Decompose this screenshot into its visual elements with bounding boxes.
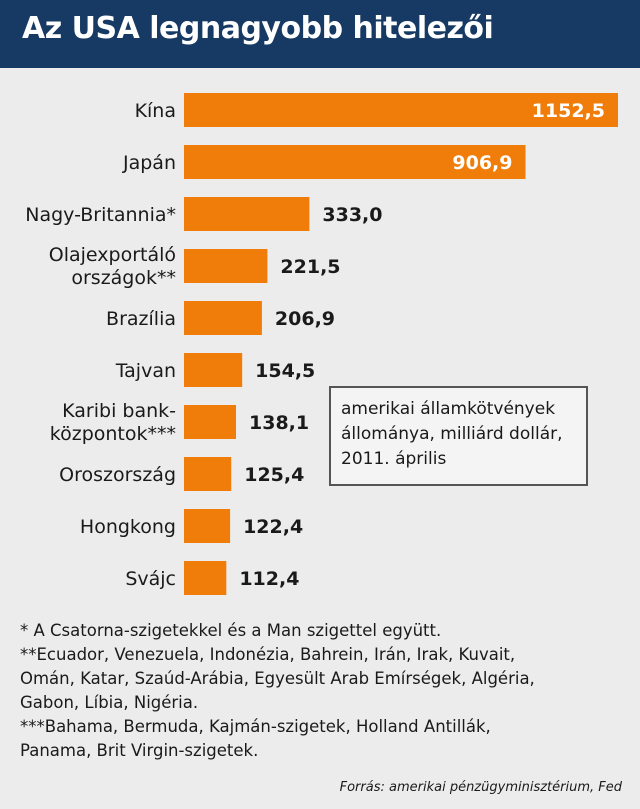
category-label: központok*** [50,423,176,445]
footnote-line: Panama, Brit Virgin-szigetek. [20,741,259,760]
category-label: Nagy-Britannia* [25,204,176,226]
category-label: Japán [122,152,176,174]
bar [184,93,618,127]
value-label: 112,4 [239,568,299,590]
footnote-line: Gabon, Líbia, Nigéria. [20,693,199,712]
footnote-line: **Ecuador, Venezuela, Indonézia, Bahrein… [20,645,516,664]
value-label: 206,9 [275,308,335,330]
value-label: 221,5 [280,256,340,278]
bar [184,405,237,439]
chart-title: Az USA legnagyobb hitelezői [22,11,494,46]
category-label: Hongkong [80,516,176,538]
unit-note-box: amerikai államkötvények állománya, milli… [329,386,588,486]
bar [184,249,268,283]
category-label: Tajvan [115,360,176,382]
bar-chart: Kína 1152,5 Japán 906,9 Nagy-Britannia* 333,0… [25,93,618,595]
category-label: Svájc [125,568,176,590]
category-label: Brazília [106,308,176,330]
unit-note-line: amerikai államkötvények [341,399,556,419]
footnotes: * A Csatorna-szigetekkel és a Man sziget… [20,619,624,763]
value-label: 138,1 [249,412,309,434]
footnote-line: Omán, Katar, Szaúd-Arábia, Egyesült Arab… [20,669,535,688]
value-label: 125,4 [244,464,304,486]
bar [184,145,526,179]
bar [184,301,262,335]
bar [184,197,310,231]
value-label: 154,5 [255,360,315,382]
bar [184,561,227,595]
value-label: 333,0 [322,204,382,226]
bar [184,353,243,387]
unit-note-line: 2011. április [341,449,447,469]
source-credit: Forrás: amerikai pénzügyminisztérium, Fe… [339,780,622,795]
value-label: 122,4 [243,516,303,538]
category-label: Oroszország [59,464,176,486]
value-label: 1152,5 [532,100,605,122]
unit-note-line: állománya, milliárd dollár, [341,424,563,444]
category-label: Kína [135,100,176,122]
title-bar: Az USA legnagyobb hitelezői [0,0,640,68]
value-label: 906,9 [452,152,512,174]
category-label: Karibi bank- [62,400,176,422]
category-label: Olajexportáló [49,244,176,266]
footnote-line: * A Csatorna-szigetekkel és a Man sziget… [20,621,442,640]
category-label: országok** [71,267,176,289]
footnote-line: ***Bahama, Bermuda, Kajmán-szigetek, Hol… [20,717,491,736]
bar [184,509,231,543]
bar [184,457,232,491]
